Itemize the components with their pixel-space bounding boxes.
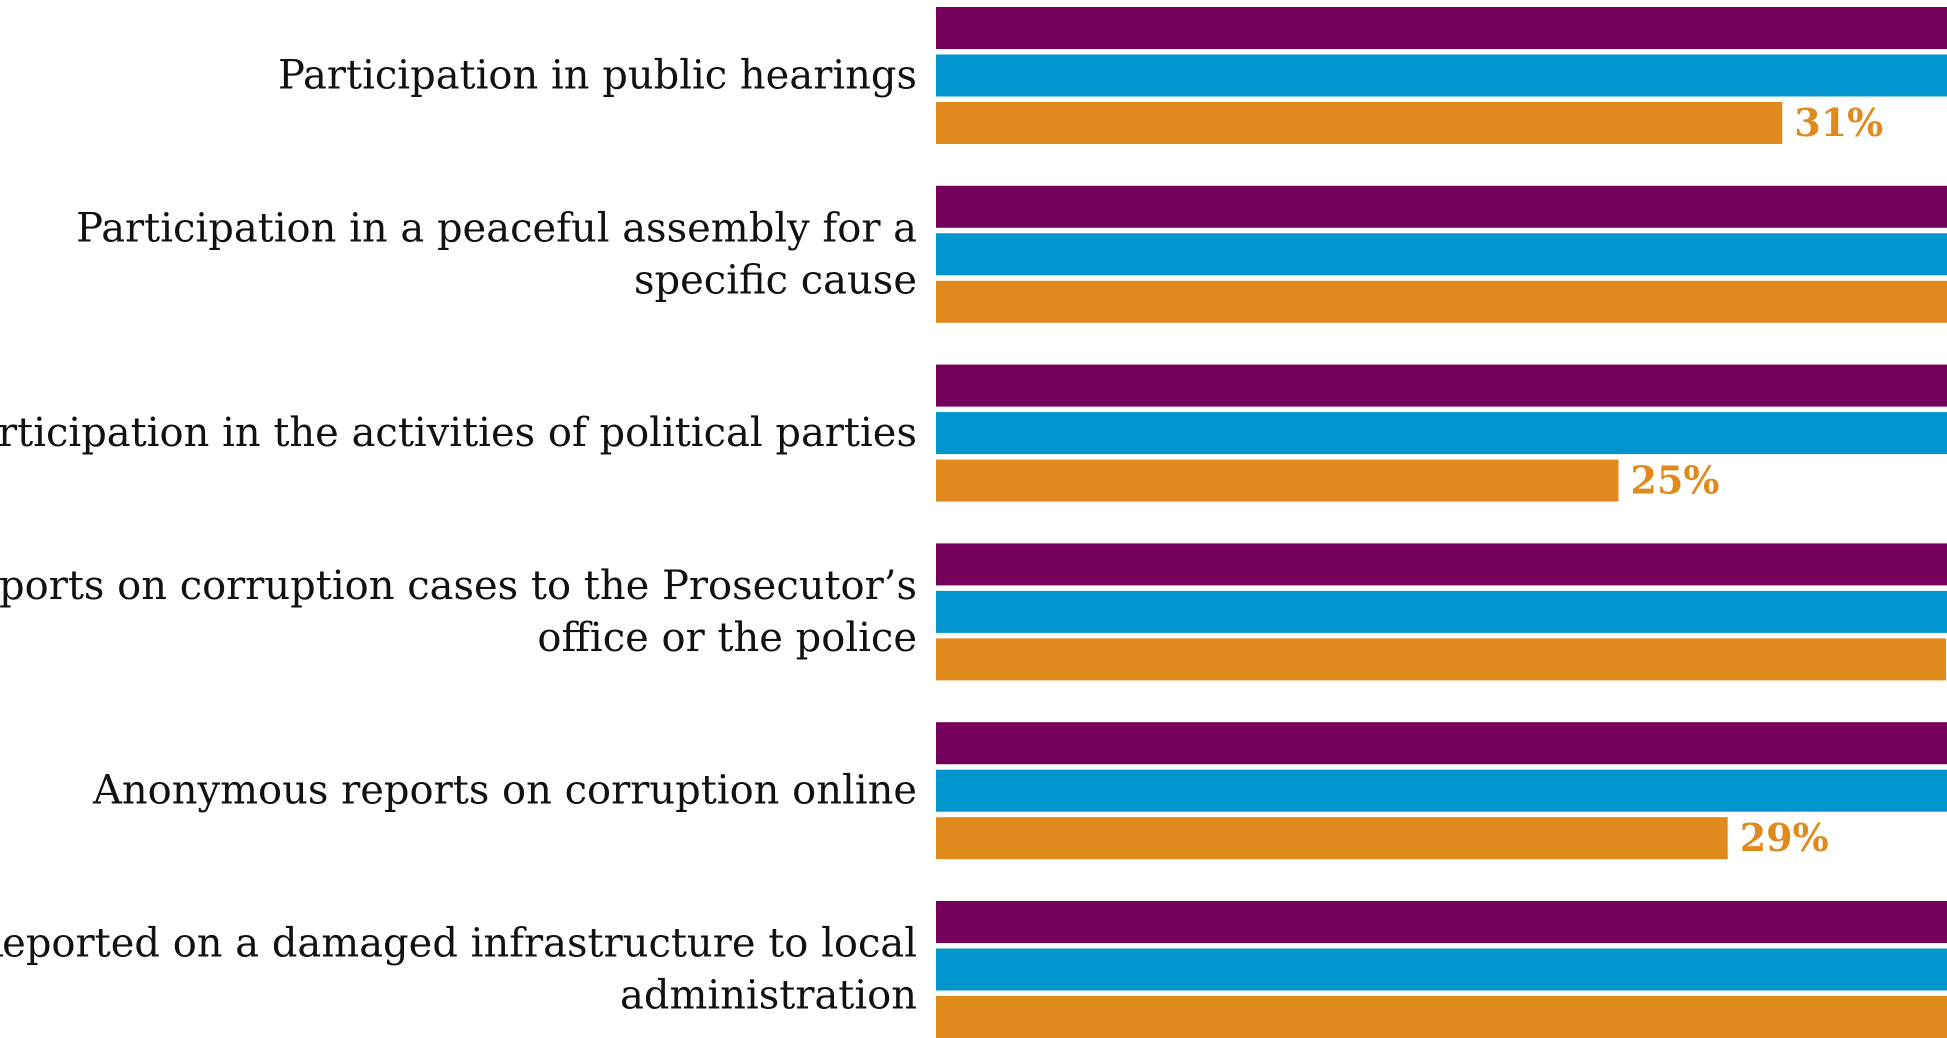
category-label: Participation in the activities of polit… [0, 410, 917, 456]
bar [936, 722, 1947, 765]
category-label-line: Participation in the activities of polit… [0, 410, 917, 456]
bar [936, 7, 1947, 49]
category-label: Reported on a damaged infrastructure to … [0, 921, 917, 1019]
category-label-line: Reports on corruption cases to the Prose… [0, 563, 917, 609]
value-label: 29% [1740, 815, 1829, 860]
bar [936, 364, 1947, 407]
bar [936, 817, 1728, 860]
category-label-line: specific cause [634, 257, 917, 303]
bar [936, 280, 1947, 323]
category-label-line: Participation in a peaceful assembly for… [76, 205, 917, 251]
category-label-line: Participation in public hearings [278, 53, 917, 99]
category-label: Reports on corruption cases to the Prose… [0, 563, 917, 661]
bar [936, 590, 1947, 633]
category-label-line: administration [620, 973, 917, 1019]
bar [936, 185, 1947, 228]
category-label-line: Anonymous reports on corruption online [92, 768, 917, 814]
bar [936, 769, 1947, 812]
bar [936, 459, 1619, 502]
category-label-line: office or the police [537, 615, 917, 661]
value-label: 31% [1794, 100, 1883, 145]
category-label: Participation in a peaceful assembly for… [76, 205, 917, 303]
bar [936, 996, 1947, 1038]
value-label: 25% [1631, 458, 1720, 503]
bar [936, 412, 1947, 455]
bar [936, 54, 1947, 97]
bar [936, 102, 1783, 144]
category-label-line: Reported on a damaged infrastructure to … [0, 921, 917, 967]
bar [936, 948, 1947, 991]
bar [936, 901, 1947, 943]
category-label: Anonymous reports on corruption online [92, 768, 917, 814]
category-label: Participation in public hearings [278, 53, 917, 99]
bar [936, 233, 1947, 276]
bar [936, 543, 1947, 586]
bar [936, 638, 1947, 681]
